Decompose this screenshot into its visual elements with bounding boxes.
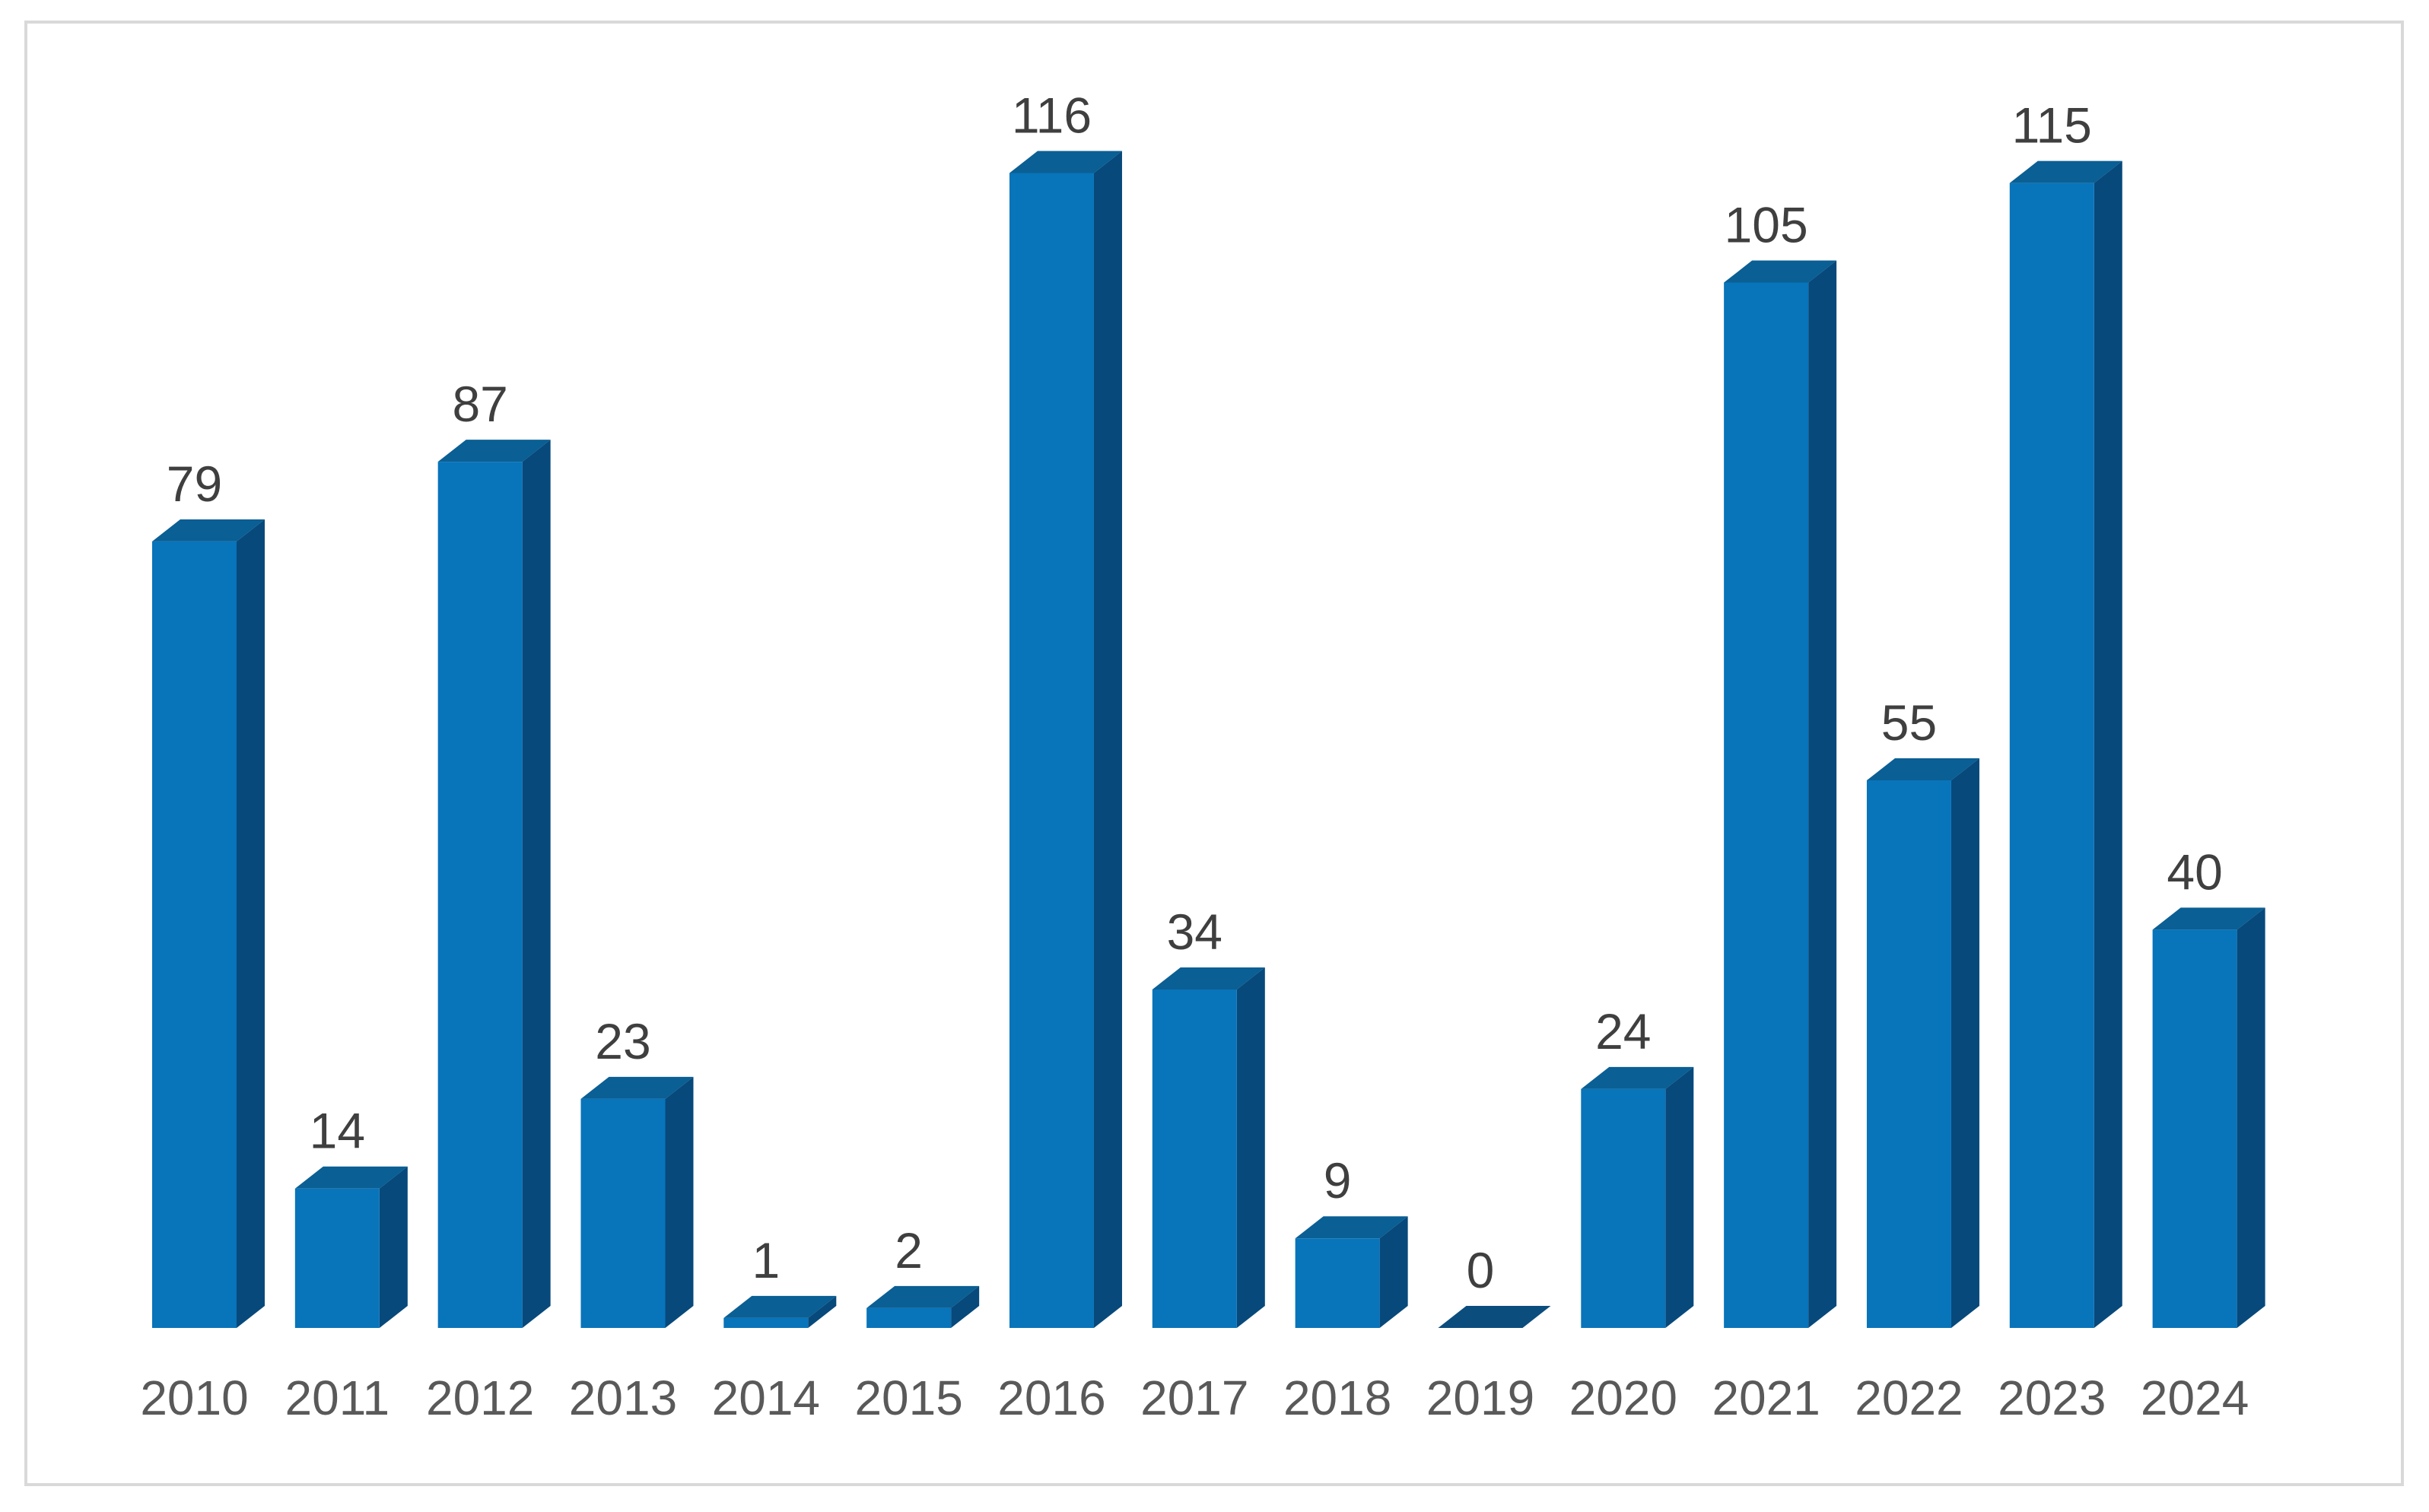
bar-top-face xyxy=(866,1285,980,1308)
category-label: 2012 xyxy=(426,1371,534,1425)
bar-side-face xyxy=(522,440,551,1329)
bar-group-2022: 55 2022 xyxy=(1855,694,1979,1425)
category-label: 2011 xyxy=(285,1371,390,1425)
bar-group-2017: 34 2017 xyxy=(1140,904,1265,1425)
category-label: 2021 xyxy=(1712,1371,1820,1425)
bar-group-2011: 14 2011 xyxy=(285,1103,408,1425)
value-label: 2 xyxy=(895,1222,923,1279)
bar-front-face xyxy=(437,462,523,1329)
bar-group-2012: 87 2012 xyxy=(426,376,551,1425)
bar-front-face xyxy=(294,1188,380,1328)
bar-side-face xyxy=(1951,758,1979,1328)
bar-side-face xyxy=(1093,151,1122,1328)
bar-side-face xyxy=(1665,1066,1694,1328)
bar-top-face xyxy=(2009,160,2122,183)
bar-side-face xyxy=(2237,907,2265,1328)
bar-front-face xyxy=(1581,1088,1666,1328)
bar-front-face xyxy=(1295,1238,1380,1328)
category-label: 2013 xyxy=(569,1371,677,1425)
bar-top-face xyxy=(294,1166,408,1189)
bar-side-face xyxy=(379,1166,408,1328)
bar-top-face xyxy=(1295,1216,1408,1239)
bar-front-face xyxy=(1866,780,1951,1328)
category-label: 2024 xyxy=(2141,1371,2249,1425)
bar-side-face xyxy=(1808,260,1837,1328)
category-label: 2017 xyxy=(1140,1371,1248,1425)
value-label: 9 xyxy=(1324,1152,1352,1209)
bar-group-2014: 1 2014 xyxy=(712,1232,837,1425)
plot-border xyxy=(24,21,2404,1486)
bar-side-face xyxy=(2094,160,2122,1328)
bar-group-2020: 24 2020 xyxy=(1569,1003,1694,1425)
bar-top-face xyxy=(2152,907,2265,930)
bar-group-2016: 116 2016 xyxy=(997,87,1122,1425)
value-label: 105 xyxy=(1725,197,1808,253)
bar-side-face xyxy=(1379,1216,1408,1328)
bar-zero-face xyxy=(1438,1306,1551,1328)
bar-side-face xyxy=(808,1295,837,1328)
bar-front-face xyxy=(1152,989,1237,1328)
category-label: 2023 xyxy=(1998,1371,2106,1425)
bar-top-face xyxy=(580,1076,694,1099)
category-label: 2014 xyxy=(712,1371,820,1425)
bar-top-face xyxy=(1009,151,1122,173)
bar-top-face xyxy=(1581,1066,1694,1089)
value-label: 24 xyxy=(1595,1003,1651,1059)
category-label: 2015 xyxy=(854,1371,962,1425)
bar-front-face xyxy=(1009,173,1094,1328)
value-label: 34 xyxy=(1167,904,1222,960)
bar-group-2023: 115 2023 xyxy=(1998,97,2122,1425)
bar-front-face xyxy=(723,1317,809,1328)
bar-front-face xyxy=(580,1098,666,1328)
bar-group-2024: 40 2024 xyxy=(2141,843,2265,1425)
bar-front-face xyxy=(2009,183,2094,1328)
bar-side-face xyxy=(237,519,265,1328)
bar-front-face xyxy=(2152,929,2237,1328)
category-label: 2018 xyxy=(1283,1371,1391,1425)
bar-group-2018: 9 2018 xyxy=(1283,1152,1408,1425)
bar-front-face xyxy=(866,1307,952,1328)
bar-side-face xyxy=(1236,967,1265,1328)
value-label: 14 xyxy=(310,1103,365,1159)
bar-side-face xyxy=(665,1076,694,1328)
value-label: 23 xyxy=(595,1013,650,1069)
category-label: 2019 xyxy=(1426,1371,1534,1425)
bar-top-face xyxy=(437,440,551,462)
category-label: 2020 xyxy=(1569,1371,1677,1425)
bar-group-2010: 79 2010 xyxy=(140,456,265,1425)
bar-side-face xyxy=(951,1285,980,1328)
bar-group-2019: 0 2019 xyxy=(1426,1242,1551,1425)
bar-group-2013: 23 2013 xyxy=(569,1013,694,1425)
bar-group-2021: 105 2021 xyxy=(1712,197,1837,1425)
bar-top-face xyxy=(1152,967,1265,989)
bar-top-face xyxy=(1724,260,1837,283)
value-label: 79 xyxy=(167,456,222,512)
value-label: 115 xyxy=(2012,97,2092,154)
value-label: 116 xyxy=(1012,87,1092,144)
bar-top-face xyxy=(723,1295,837,1318)
bar-top-face xyxy=(1866,758,1979,781)
value-label: 40 xyxy=(2167,843,2222,900)
category-label: 2010 xyxy=(140,1371,248,1425)
bar-group-2015: 2 2015 xyxy=(854,1222,980,1425)
category-label: 2016 xyxy=(997,1371,1105,1425)
value-label: 87 xyxy=(452,376,507,432)
bar-front-face xyxy=(1724,282,1809,1328)
value-label: 1 xyxy=(752,1232,780,1288)
bar-top-face xyxy=(152,519,265,542)
value-label: 55 xyxy=(1881,694,1937,751)
value-label: 0 xyxy=(1467,1242,1495,1298)
bar-front-face xyxy=(152,541,237,1328)
category-label: 2022 xyxy=(1855,1371,1963,1425)
